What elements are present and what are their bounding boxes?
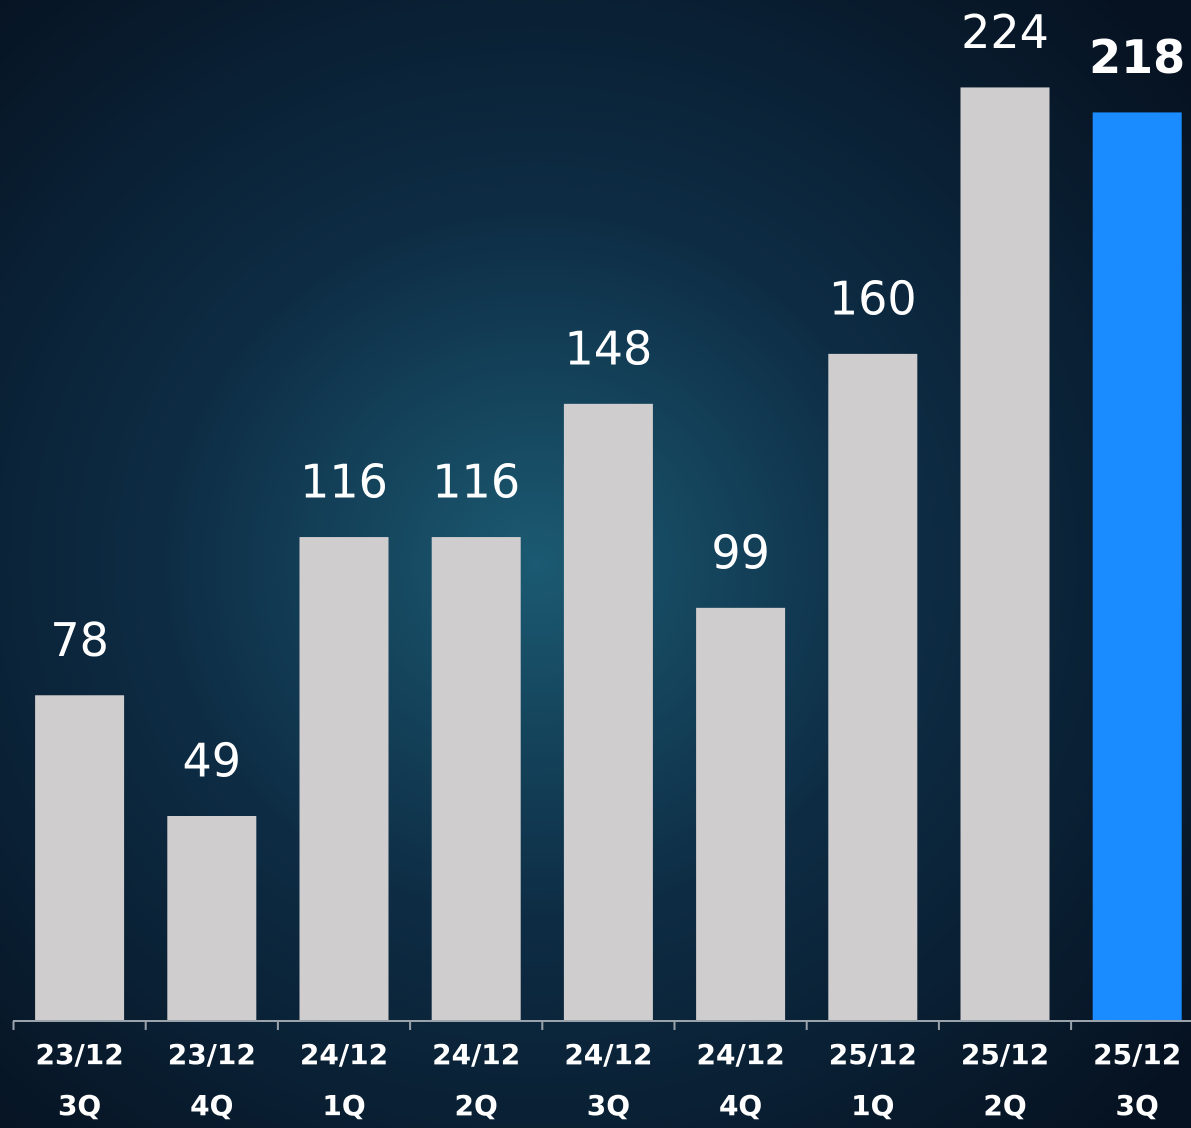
x-tick-label: 25/12 bbox=[829, 1038, 917, 1071]
x-tick-label: 1Q bbox=[851, 1089, 894, 1122]
value-label: 224 bbox=[961, 5, 1049, 59]
x-tick-label: 3Q bbox=[587, 1089, 630, 1122]
x-tick-label: 2Q bbox=[983, 1089, 1026, 1122]
x-tick-label: 2Q bbox=[455, 1089, 498, 1122]
value-label: 116 bbox=[300, 455, 388, 509]
bar bbox=[828, 353, 918, 1020]
bar bbox=[563, 403, 653, 1020]
x-tick-label: 4Q bbox=[719, 1089, 762, 1122]
x-tick-label: 23/12 bbox=[168, 1038, 256, 1071]
x-tick-label: 23/12 bbox=[36, 1038, 124, 1071]
x-tick-label: 24/12 bbox=[300, 1038, 388, 1071]
x-tick-label: 4Q bbox=[190, 1089, 233, 1122]
bar bbox=[696, 607, 786, 1020]
value-label: 218 bbox=[1089, 30, 1185, 84]
value-label: 99 bbox=[711, 525, 770, 579]
x-tick-label: 25/12 bbox=[1093, 1038, 1181, 1071]
bar bbox=[35, 695, 125, 1020]
x-tick-label: 24/12 bbox=[697, 1038, 785, 1071]
value-label: 160 bbox=[829, 271, 917, 325]
x-tick-label: 1Q bbox=[322, 1089, 365, 1122]
value-label: 78 bbox=[50, 613, 109, 667]
bar bbox=[1092, 112, 1182, 1021]
x-tick-label: 24/12 bbox=[432, 1038, 520, 1071]
x-tick-label: 24/12 bbox=[564, 1038, 652, 1071]
x-tick-label: 3Q bbox=[1116, 1089, 1159, 1122]
value-label: 116 bbox=[432, 455, 520, 509]
bar bbox=[960, 87, 1050, 1020]
bar bbox=[299, 537, 389, 1020]
x-tick-label: 3Q bbox=[58, 1089, 101, 1122]
value-label: 148 bbox=[564, 321, 652, 375]
value-label: 49 bbox=[183, 734, 242, 788]
bar bbox=[167, 816, 257, 1020]
x-tick-label: 25/12 bbox=[961, 1038, 1049, 1071]
bar bbox=[431, 537, 521, 1020]
